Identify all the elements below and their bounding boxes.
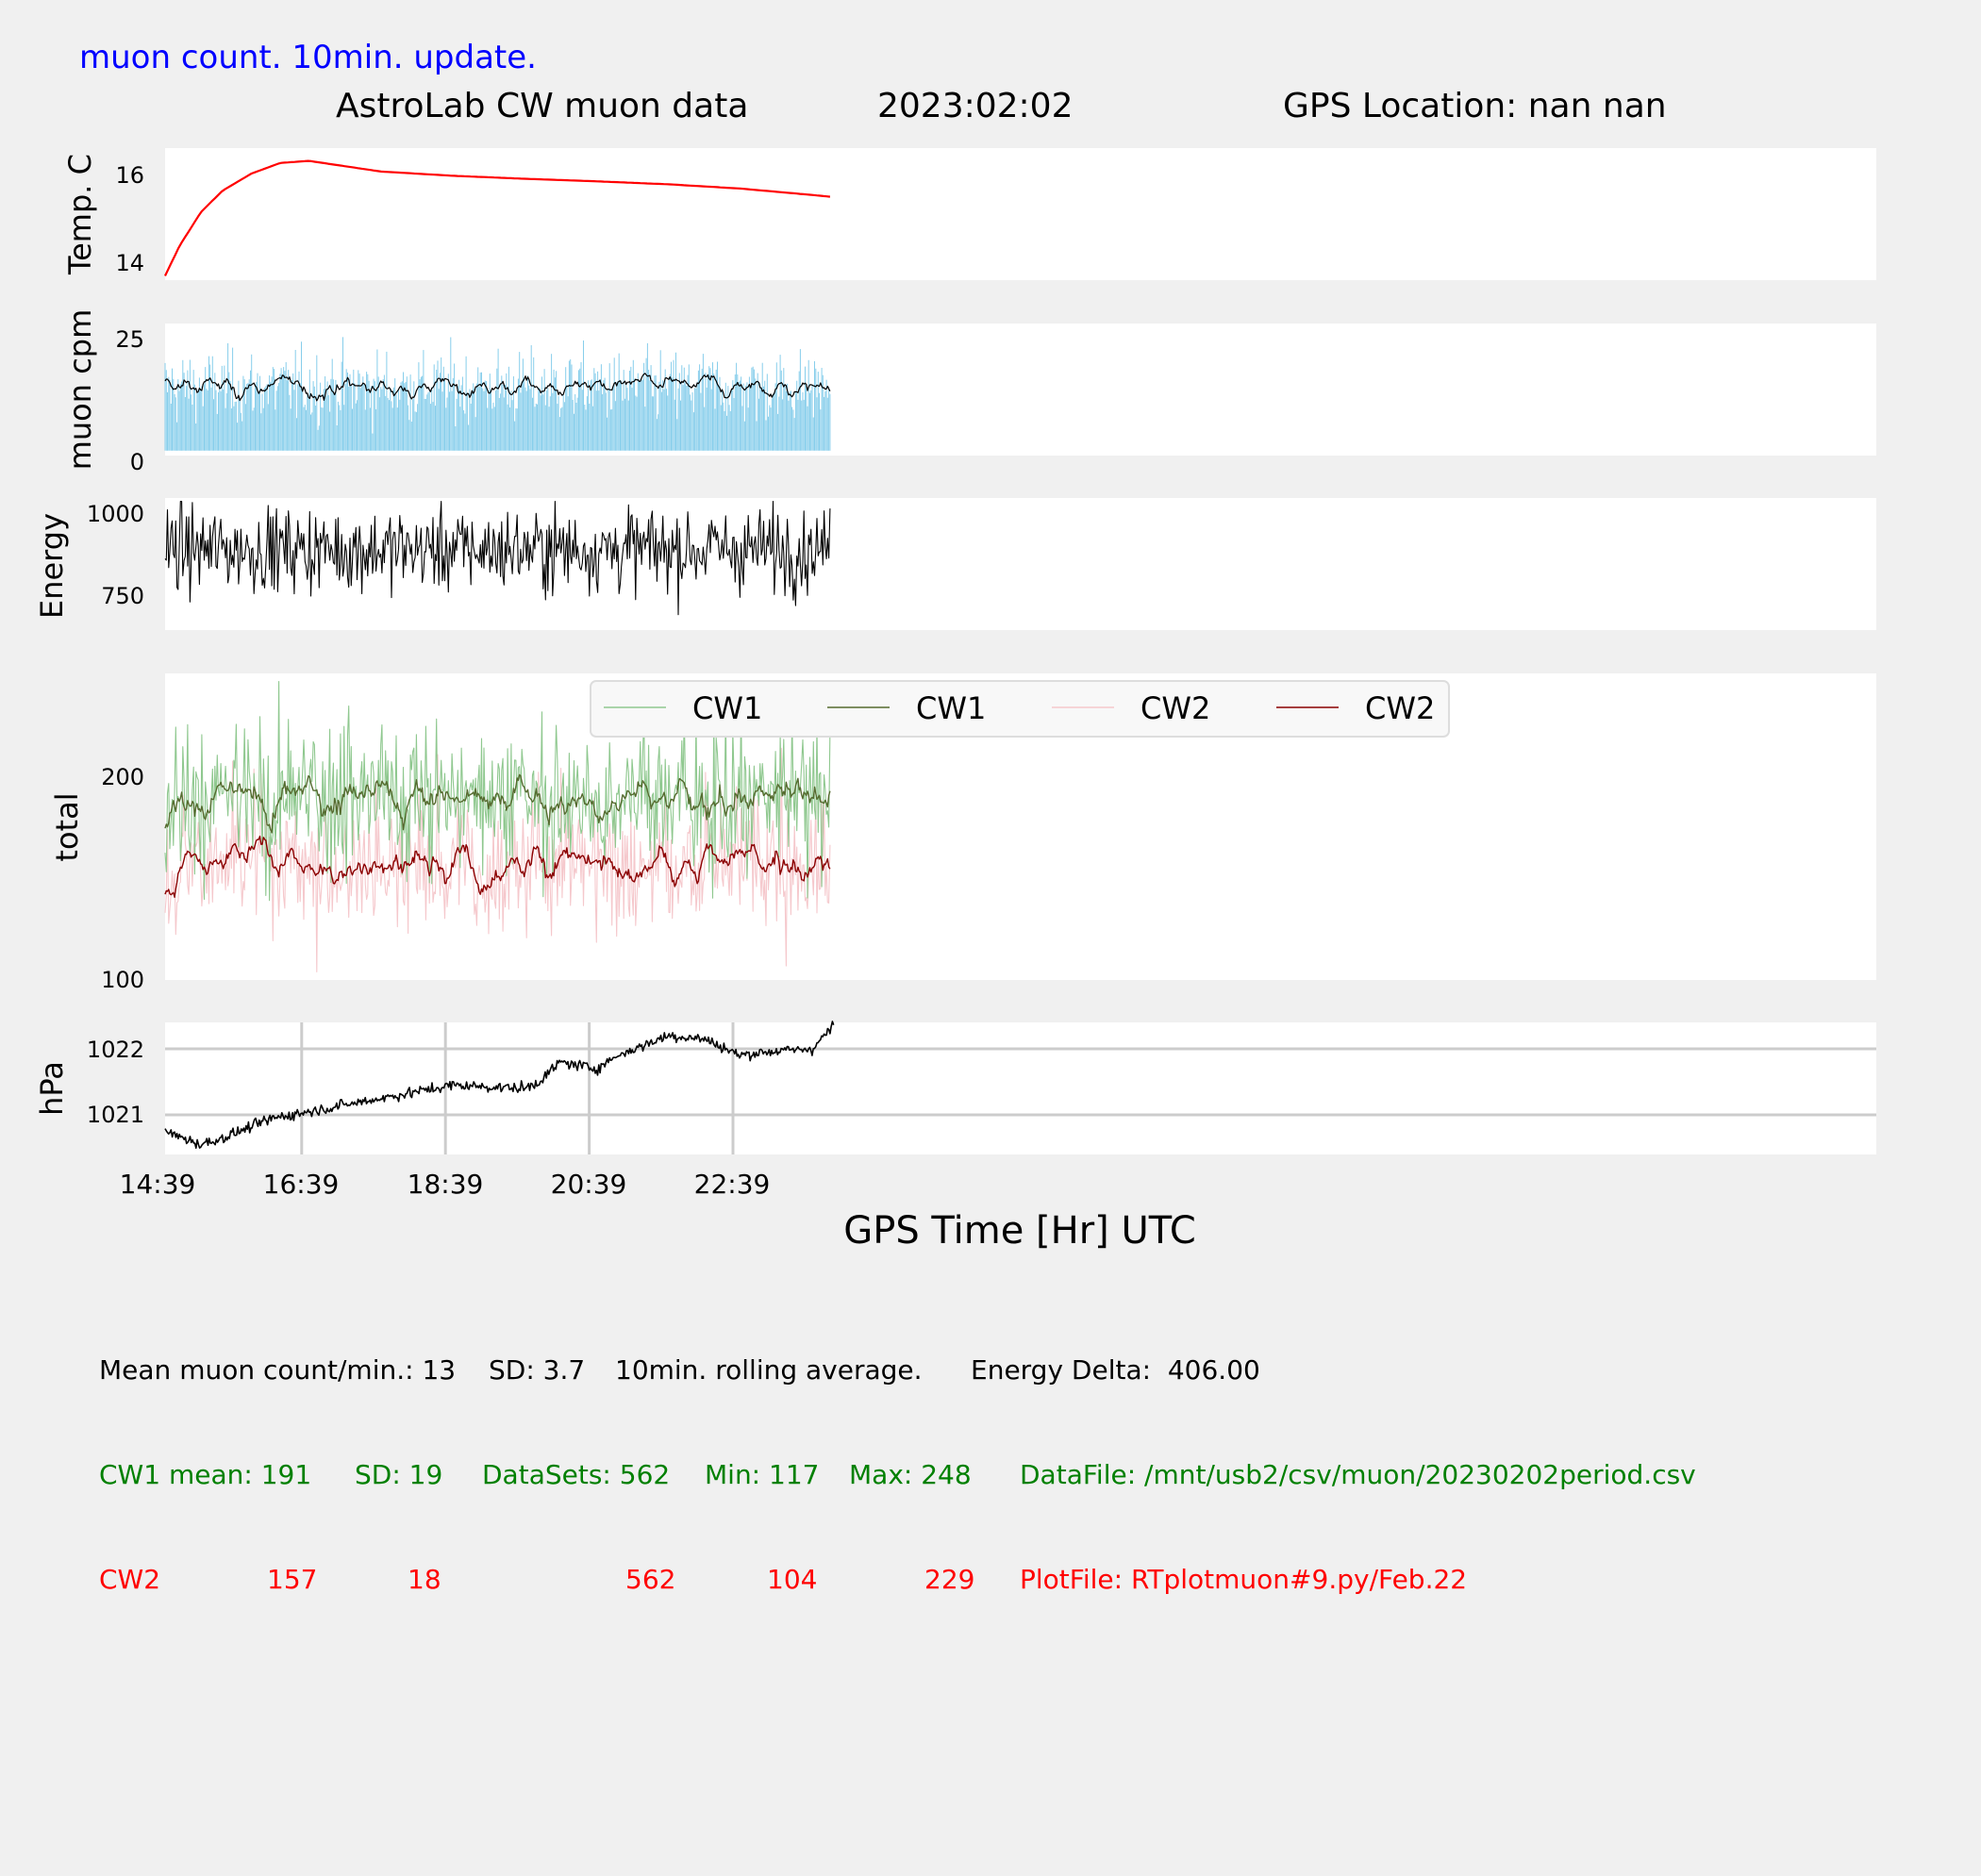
plot-file: PlotFile: RTplotmuon#9.py/Feb.22 <box>1020 1564 1468 1595</box>
energy-line <box>164 501 831 616</box>
cpm-avg-line <box>164 373 831 402</box>
cw2-avg-line <box>164 835 831 898</box>
stats-energy-delta: Energy Delta: 406.00 <box>971 1354 1260 1386</box>
pressure-series <box>164 1021 835 1149</box>
pressure-line <box>164 1021 835 1149</box>
energy-series <box>164 501 831 616</box>
x-tick: 22:39 <box>694 1169 771 1200</box>
stats-cw1-row: CW1 mean: 191 SD: 19 DataSets: 562 Min: … <box>99 1457 1696 1492</box>
stats-cw2-row: CW2 157 18 562 104 229 PlotFile: RTplotm… <box>99 1562 1467 1597</box>
cw2-mean: 157 <box>267 1564 318 1595</box>
energy-ytick: 1000 <box>87 501 144 527</box>
figure-date: 2023:02:02 <box>877 87 1074 125</box>
x-axis-label: GPS Time [Hr] UTC <box>843 1209 1196 1253</box>
cpm-ytick: 0 <box>130 449 144 475</box>
energy-ytick: 750 <box>101 583 144 609</box>
cpm-ytick: 25 <box>115 326 144 353</box>
cw2-sd: 18 <box>408 1564 441 1595</box>
cw1-raw-line <box>164 681 831 902</box>
temp-ylabel: Temp. C <box>62 154 98 275</box>
statistics-block: Mean muon count/min.: 13 SD: 3.7 10min. … <box>99 1283 1696 1632</box>
pressure-grid <box>165 1022 1876 1154</box>
x-tick: 16:39 <box>263 1169 340 1200</box>
temp-ytick: 16 <box>115 162 144 189</box>
cw1-datasets: DataSets: 562 <box>482 1459 671 1490</box>
cpm-ylabel: muon cpm <box>62 309 98 471</box>
cw2-datasets: 562 <box>625 1564 676 1595</box>
cw1-mean: CW1 mean: 191 <box>99 1459 312 1490</box>
figure-title: AstroLab CW muon data <box>336 87 748 125</box>
energy-panel <box>165 498 1876 630</box>
x-tick: 20:39 <box>551 1169 627 1200</box>
total-ytick: 200 <box>101 764 144 790</box>
stats-sd: SD: 3.7 <box>489 1354 586 1386</box>
cw2-rolling-series <box>164 835 831 898</box>
pressure-ylabel: hPa <box>34 1061 70 1116</box>
gps-location: GPS Location: nan nan <box>1283 87 1667 125</box>
temp-series <box>164 159 831 276</box>
cw1-sd: SD: 19 <box>355 1459 443 1490</box>
legend-label-cw2-avg: CW2 <box>1365 690 1435 726</box>
pressure-ytick: 1021 <box>87 1102 144 1128</box>
legend-label-cw1-avg: CW1 <box>916 690 986 726</box>
cw2-min: 104 <box>767 1564 818 1595</box>
x-tick: 14:39 <box>120 1169 196 1200</box>
pressure-ytick: 1022 <box>87 1037 144 1063</box>
legend-label-cw1-raw: CW1 <box>692 690 762 726</box>
cw1-max: Max: 248 <box>849 1459 972 1490</box>
cpm-bar-series <box>164 337 831 451</box>
stats-muon-row: Mean muon count/min.: 13 SD: 3.7 10min. … <box>99 1353 1260 1387</box>
cw2-max: 229 <box>924 1564 975 1595</box>
temp-panel <box>165 148 1876 280</box>
cw1-min: Min: 117 <box>705 1459 820 1490</box>
data-file: DataFile: /mnt/usb2/csv/muon/20230202per… <box>1020 1459 1696 1490</box>
cw1-raw-series <box>164 681 831 902</box>
temp-line <box>164 159 831 276</box>
figure: muon count. 10min. update. AstroLab CW m… <box>34 39 1876 1253</box>
total-legend: CW1 CW1 CW2 CW2 <box>590 680 1450 738</box>
x-tick: 18:39 <box>408 1169 484 1200</box>
temp-ytick: 14 <box>115 250 144 276</box>
stats-mean-count: Mean muon count/min.: 13 <box>99 1354 457 1386</box>
cpm-rolling-average <box>164 373 831 402</box>
total-ytick: 100 <box>101 967 144 993</box>
total-ylabel: total <box>49 792 85 861</box>
energy-ylabel: Energy <box>34 513 70 619</box>
cw1-avg-line <box>164 773 831 834</box>
cw2-label: CW2 <box>99 1564 161 1595</box>
stats-rolling-note: 10min. rolling average. <box>615 1354 923 1386</box>
legend-label-cw2-raw: CW2 <box>1140 690 1210 726</box>
legend-box <box>590 680 1450 738</box>
cw1-rolling-series <box>164 773 831 834</box>
figure-subtitle: muon count. 10min. update. <box>79 39 537 76</box>
